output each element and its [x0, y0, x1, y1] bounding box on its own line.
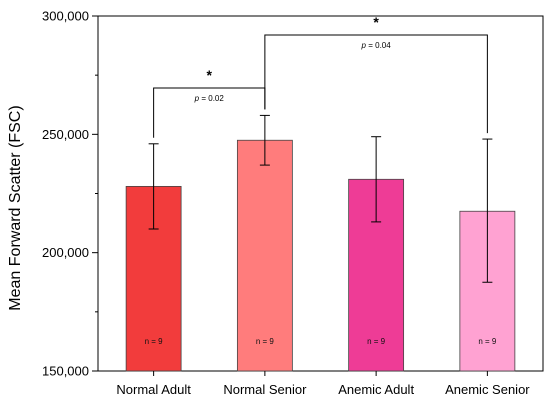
x-tick-label: Normal Adult: [116, 382, 191, 397]
y-tick-label: 150,000: [42, 364, 89, 379]
n-label: n = 9: [478, 337, 497, 346]
plot-area: 150,000 200,000 250,000 300,000 n = 9 Normal …: [42, 9, 544, 397]
significance-bracket: [264, 34, 488, 134]
y-axis-label: Mean Forward Scatter (FSC): [7, 105, 24, 310]
bar: [236, 139, 293, 372]
n-label: n = 9: [367, 337, 386, 346]
y-tick-label: 200,000: [42, 245, 89, 260]
significance-star: *: [207, 67, 213, 83]
y-tick-label: 300,000: [42, 9, 89, 24]
p-value-label: p = 0.02: [194, 94, 225, 103]
n-label: n = 9: [145, 337, 164, 346]
significance-star: *: [373, 14, 379, 30]
y-tick-label: 250,000: [42, 127, 89, 142]
x-tick-label: Normal Senior: [223, 382, 307, 397]
x-tick-label: Anemic Senior: [445, 382, 530, 397]
p-value-label: p = 0.04: [361, 41, 392, 50]
n-label: n = 9: [256, 337, 275, 346]
x-tick-label: Anemic Adult: [338, 382, 414, 397]
